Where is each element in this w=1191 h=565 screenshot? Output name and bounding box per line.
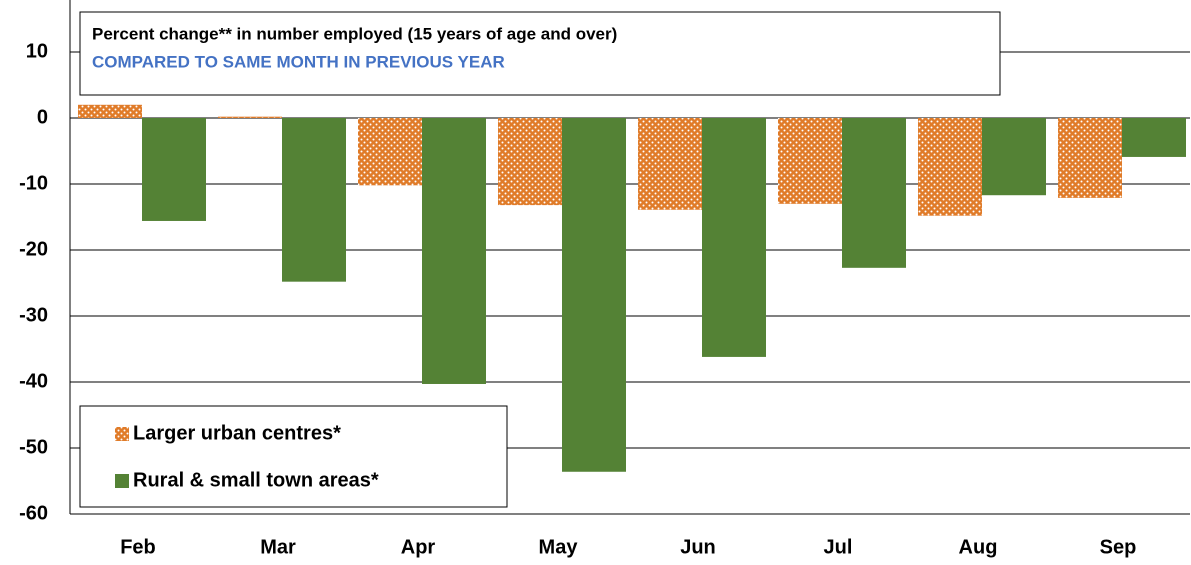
x-tick-label: Jun [680,536,716,558]
bar [638,118,702,210]
legend-swatch [115,427,129,441]
x-tick-label: Mar [260,536,296,558]
y-tick-label: 0 [37,106,48,128]
chart-title: Percent change** in number employed (15 … [92,24,617,43]
x-tick-label: Jul [824,536,853,558]
bar [282,118,346,282]
bar [78,104,142,118]
y-tick-label: -20 [19,238,48,260]
legend-label: Larger urban centres* [133,422,341,444]
y-tick-label: -60 [19,502,48,524]
bar [422,118,486,384]
legend-label: Rural & small town areas* [133,469,379,491]
bar [1058,118,1122,198]
x-tick-label: Aug [959,536,998,558]
title-box [79,11,1001,96]
y-tick-label: -40 [19,370,48,392]
bar [778,118,842,204]
y-tick-label: 10 [26,40,48,62]
y-tick-label: -50 [19,436,48,458]
bar [1122,118,1186,157]
bar [142,118,206,221]
chart-subtitle: COMPARED TO SAME MONTH IN PREVIOUS YEAR [92,52,505,71]
bar [982,118,1046,196]
bar [498,118,562,206]
bar [702,118,766,357]
bar [562,118,626,472]
bar [842,118,906,268]
x-tick-label: May [539,536,579,558]
bar [358,118,422,186]
y-tick-label: -30 [19,304,48,326]
x-tick-label: Sep [1100,536,1137,558]
legend-swatch [115,474,129,488]
x-tick-label: Apr [401,536,436,558]
y-tick-label: -10 [19,172,48,194]
bar [918,118,982,216]
bar [218,116,282,118]
x-tick-label: Feb [120,536,156,558]
legend-box [79,405,508,508]
